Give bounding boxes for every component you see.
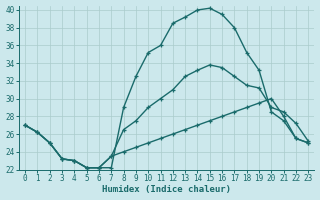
X-axis label: Humidex (Indice chaleur): Humidex (Indice chaleur) xyxy=(102,185,231,194)
